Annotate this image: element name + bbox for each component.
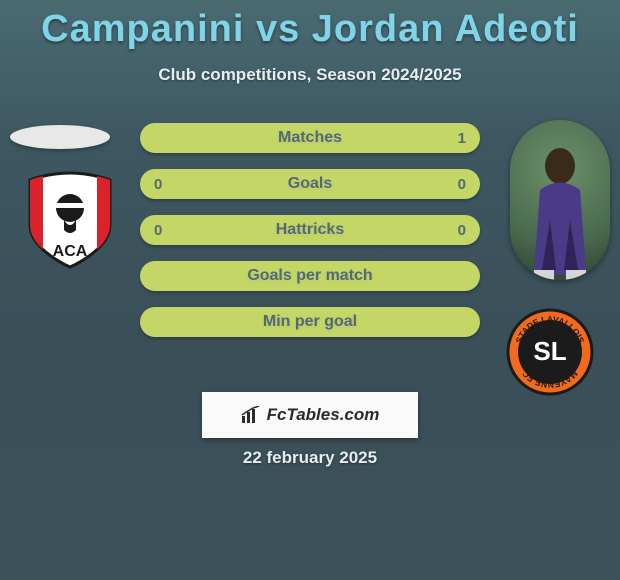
stat-left-value: 0 — [154, 222, 162, 239]
ac-ajaccio-badge-icon: ACA — [20, 170, 120, 270]
stat-right-value: 0 — [458, 176, 466, 193]
svg-text:ACA: ACA — [53, 243, 88, 260]
club-badge-left: ACA — [20, 170, 120, 270]
stat-label: Goals per match — [247, 267, 372, 285]
subtitle: Club competitions, Season 2024/2025 — [0, 65, 620, 85]
svg-text:SL: SL — [533, 336, 566, 366]
stat-label: Matches — [278, 129, 342, 147]
stat-row-min-per-goal: Min per goal — [140, 307, 480, 337]
stat-row-goals-per-match: Goals per match — [140, 261, 480, 291]
date-text: 22 february 2025 — [0, 448, 620, 468]
stats-block: Matches 1 0 Goals 0 0 Hattricks 0 Goals … — [140, 123, 480, 353]
stade-lavallois-badge-icon: SL STADE LAVALLOIS MAYENNE FC — [500, 308, 600, 396]
stat-row-hattricks: 0 Hattricks 0 — [140, 215, 480, 245]
brand-box: FcTables.com — [202, 392, 418, 438]
player-left-silhouette — [10, 125, 110, 149]
club-badge-right: SL STADE LAVALLOIS MAYENNE FC — [500, 308, 600, 396]
page-title: Campanini vs Jordan Adeoti — [0, 0, 620, 51]
stat-right-value: 1 — [458, 130, 466, 147]
stat-right-value: 0 — [458, 222, 466, 239]
stat-row-matches: Matches 1 — [140, 123, 480, 153]
bar-chart-icon — [241, 406, 261, 424]
stat-row-goals: 0 Goals 0 — [140, 169, 480, 199]
stat-left-value: 0 — [154, 176, 162, 193]
player-right-photo — [510, 120, 610, 280]
brand-text: FcTables.com — [267, 405, 380, 425]
stat-label: Goals — [288, 175, 332, 193]
stat-label: Min per goal — [263, 313, 357, 331]
player-right-icon — [510, 120, 610, 280]
stat-label: Hattricks — [276, 221, 344, 239]
